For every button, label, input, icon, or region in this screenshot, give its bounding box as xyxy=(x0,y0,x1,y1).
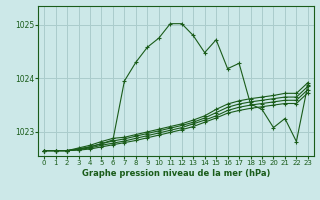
X-axis label: Graphe pression niveau de la mer (hPa): Graphe pression niveau de la mer (hPa) xyxy=(82,169,270,178)
